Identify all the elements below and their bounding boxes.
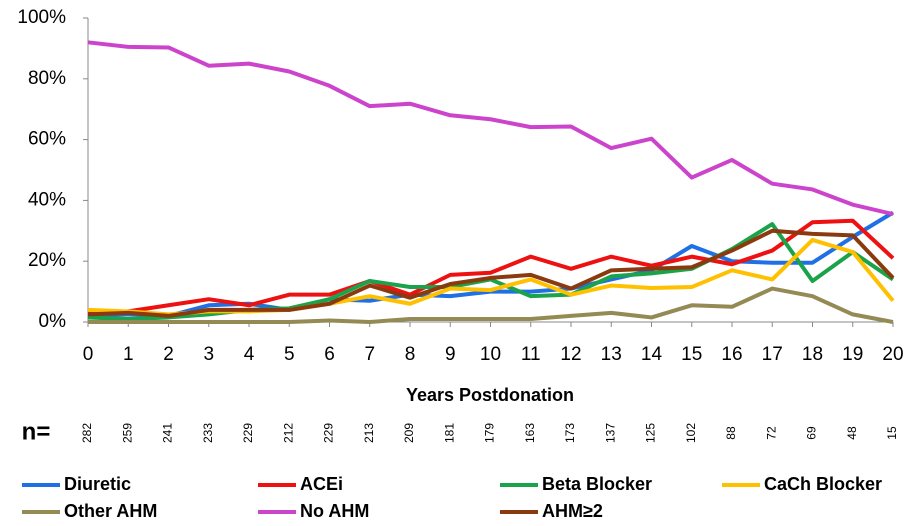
x-tick-label: 8 (405, 344, 416, 365)
x-tick-label: 14 (641, 344, 663, 365)
legend-label: No AHM (300, 501, 369, 521)
n-value: 229 (322, 423, 336, 443)
n-value: 15 (885, 426, 899, 440)
n-value: 241 (161, 423, 175, 443)
y-tick-label: 40% (28, 189, 66, 210)
x-tick-label: 6 (324, 344, 335, 365)
series-line (87, 228, 895, 318)
x-tick-label: 10 (480, 344, 501, 365)
n-value: 72 (764, 426, 778, 440)
n-value: 88 (724, 426, 738, 440)
n-label: n= (22, 418, 51, 445)
x-tick-label: 5 (284, 344, 295, 365)
legend-label: AHM≥2 (542, 501, 603, 521)
n-value: 163 (523, 423, 537, 443)
x-tick-label: 13 (601, 344, 622, 365)
n-value: 209 (402, 423, 416, 443)
n-value: 212 (281, 423, 295, 443)
x-tick-label: 15 (681, 344, 702, 365)
y-tick-label: 60% (28, 129, 66, 150)
legend-label: CaCh Blocker (764, 474, 882, 494)
series-line (88, 286, 894, 324)
n-value: 173 (563, 423, 577, 443)
x-tick-label: 7 (364, 344, 375, 365)
x-axis-title: Years Postdonation (406, 385, 574, 405)
x-tick-label: 12 (560, 344, 581, 365)
series-line (87, 218, 895, 315)
x-tick-label: 1 (123, 344, 134, 365)
x-tick-label: 9 (445, 344, 456, 365)
x-tick-label: 20 (882, 344, 903, 365)
x-tick-label: 3 (203, 344, 214, 365)
n-value: 179 (483, 423, 497, 443)
n-value: 125 (644, 423, 658, 443)
x-tick-label: 4 (244, 344, 255, 365)
y-tick-label: 100% (17, 7, 66, 28)
n-value: 213 (362, 423, 376, 443)
y-tick-label: 20% (28, 250, 66, 271)
legend-label: Other AHM (64, 501, 157, 521)
x-tick-label: 16 (721, 344, 742, 365)
x-tick-label: 0 (83, 344, 94, 365)
y-tick-label: 80% (28, 68, 66, 89)
n-value: 69 (805, 426, 819, 440)
n-value: 181 (442, 423, 456, 443)
n-value: 48 (845, 426, 859, 440)
x-tick-label: 11 (521, 344, 541, 365)
x-tick-label: 19 (842, 344, 863, 365)
x-tick-label: 18 (802, 344, 823, 365)
n-value: 259 (120, 423, 134, 443)
n-value: 229 (241, 423, 255, 443)
y-tick-label: 0% (39, 311, 67, 332)
legend-label: Diuretic (64, 474, 131, 494)
x-tick-label: 2 (163, 344, 174, 365)
n-value: 137 (603, 423, 617, 443)
n-value: 282 (80, 423, 94, 443)
series-line (87, 40, 894, 217)
n-value: 102 (684, 423, 698, 443)
n-value: 233 (201, 423, 215, 443)
legend-label: Beta Blocker (542, 474, 652, 494)
legend-label: ACEi (300, 474, 343, 494)
x-tick-label: 17 (762, 344, 783, 365)
